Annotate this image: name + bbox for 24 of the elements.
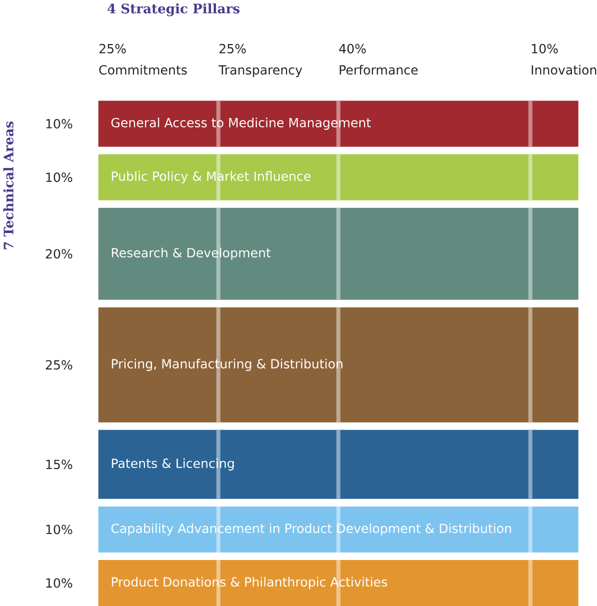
text: 7 Technical Areas [3, 121, 14, 250]
category-label: Capability Advancement in Product Development & Distribution [111, 523, 511, 536]
data-label: 10% [532, 44, 558, 54]
data-label: 25% [46, 360, 72, 370]
category-label: Innovation [532, 64, 596, 75]
data-label: 10% [46, 172, 72, 182]
text: 4 Strategic Pillars [107, 3, 240, 16]
data-label: 10% [46, 578, 72, 588]
category-label: Commitments [99, 64, 187, 75]
category-label: Public Policy & Market Influence [112, 171, 310, 184]
data-label: 40% [339, 44, 366, 54]
data-label: 25% [219, 44, 246, 54]
category-label: Transparency [218, 65, 302, 78]
data-label: 15% [46, 460, 72, 470]
data-label: 20% [46, 249, 72, 259]
category-label: Pricing, Manufacturing & Distribution [112, 358, 342, 371]
data-label: 10% [46, 118, 72, 128]
category-label: General Access to Medicine Management [111, 118, 371, 130]
category-label: Product Donations & Philanthropic Activities [112, 576, 387, 590]
category-label: Patents & Licencing [112, 458, 234, 470]
data-label: 25% [99, 44, 126, 54]
category-label: Research & Development [112, 248, 271, 260]
data-label: 10% [46, 524, 72, 534]
category-label: Performance [340, 64, 418, 75]
